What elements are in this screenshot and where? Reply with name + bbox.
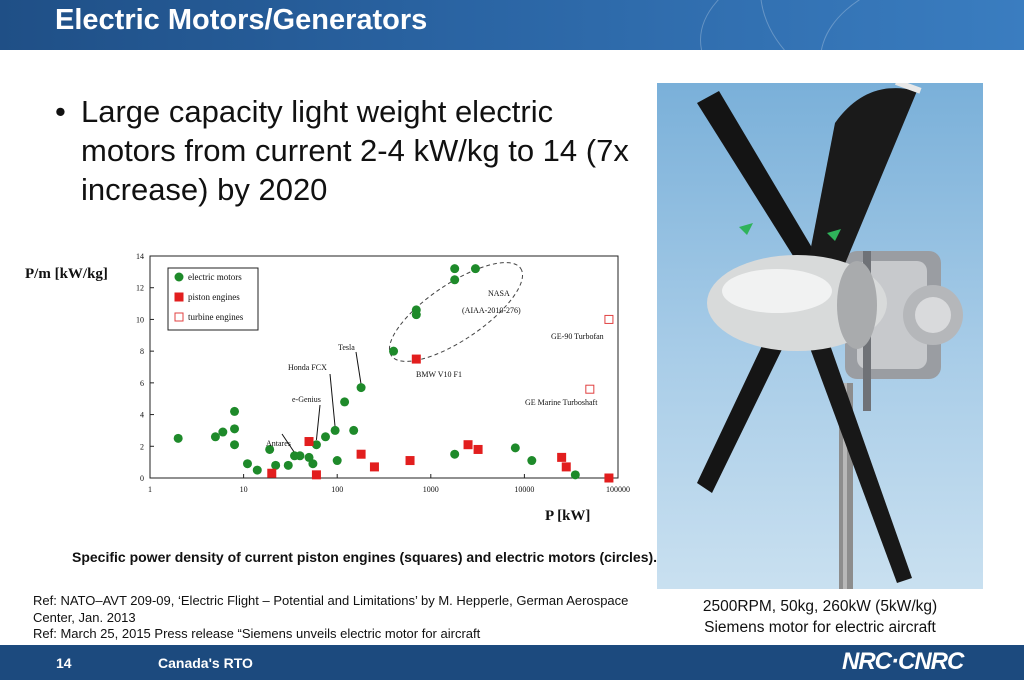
x-tick-label: 100000: [606, 485, 630, 494]
y-tick-label: 14: [136, 252, 144, 261]
annotation-label: NASA: [488, 289, 510, 298]
x-tick-label: 1: [148, 485, 152, 494]
electric-motor-point: [332, 456, 342, 466]
turbine-engine-point: [585, 384, 595, 394]
annotation-label: GE-90 Turbofan: [551, 332, 604, 341]
legend-marker-piston: [174, 292, 184, 302]
electric-motor-point: [252, 465, 262, 475]
piston-engine-point: [267, 468, 277, 478]
electric-motor-point: [510, 443, 520, 453]
x-tick-label: 10: [240, 485, 248, 494]
electric-motor-point: [450, 264, 460, 274]
piston-engine-point: [311, 470, 321, 480]
piston-engine-point: [369, 462, 379, 472]
nrc-cnrc-logo: NRC·CNRC: [842, 648, 964, 675]
piston-engine-point: [356, 449, 366, 459]
annotation-label: e-Genius: [292, 395, 321, 404]
y-tick-label: 6: [140, 379, 144, 388]
electric-motor-point: [321, 432, 331, 442]
electric-motor-point: [230, 406, 240, 416]
legend-label: piston engines: [188, 292, 240, 302]
electric-motor-point: [242, 459, 252, 469]
electric-motor-point: [230, 440, 240, 450]
chart-caption: Specific power density of current piston…: [72, 549, 658, 565]
annotation-label: BMW V10 F1: [416, 370, 462, 379]
electric-motor-point: [349, 425, 359, 435]
annotation-label: Honda FCX: [288, 363, 327, 372]
nasa-ellipse: [388, 262, 524, 362]
legend-label: electric motors: [188, 272, 242, 282]
y-tick-label: 0: [140, 474, 144, 483]
page-number: 14: [56, 655, 72, 671]
y-axis-label: P/m [kW/kg]: [25, 266, 108, 282]
x-axis-label: P [kW]: [545, 508, 590, 524]
x-tick-label: 1000: [423, 485, 439, 494]
electric-motor-point: [450, 449, 460, 459]
annotation-leader: [315, 404, 321, 440]
piston-engine-point: [473, 444, 483, 454]
bullet-point: • Large capacity light weight electric m…: [55, 92, 655, 209]
electric-motor-point: [311, 440, 321, 450]
y-tick-label: 12: [136, 284, 144, 293]
annotation-leader: [281, 433, 295, 453]
electric-motor-point: [411, 305, 421, 315]
annotation-label: Tesla: [338, 343, 355, 352]
slide-header: Electric Motors/Generators: [0, 0, 1024, 50]
electric-motor-point: [295, 451, 305, 461]
y-tick-label: 10: [136, 315, 144, 324]
electric-motor-point: [308, 459, 318, 469]
piston-engine-point: [561, 462, 571, 472]
piston-engine-point: [604, 473, 614, 483]
references: Ref: NATO–AVT 209-09, ‘Electric Flight –…: [33, 593, 653, 643]
electric-motor-point: [218, 427, 228, 437]
y-tick-label: 8: [140, 347, 144, 356]
turbine-engine-point: [604, 314, 614, 324]
piston-engine-point: [304, 437, 314, 447]
electric-motor-point: [265, 444, 275, 454]
x-tick-label: 100: [331, 485, 343, 494]
annotation-label: (AIAA-2010-276): [462, 306, 521, 315]
reference-1: Ref: NATO–AVT 209-09, ‘Electric Flight –…: [33, 593, 629, 625]
electric-motor-point: [470, 264, 480, 274]
piston-engine-point: [411, 354, 421, 364]
annotation-label: Antares: [266, 439, 291, 448]
electric-motor-point: [230, 424, 240, 434]
electric-motor-point: [283, 460, 293, 470]
y-tick-label: 2: [140, 442, 144, 451]
x-tick-label: 10000: [514, 485, 534, 494]
electric-motor-point: [271, 460, 281, 470]
electric-motor-point: [330, 425, 340, 435]
siemens-motor-photo: [657, 83, 983, 589]
electric-motor-point: [570, 470, 580, 480]
chart-svg: 1 10 100 1000 10000 100000 0 2 4 6 8 10 12 14 P/m [kW/…: [25, 252, 630, 524]
y-tick-label: 4: [140, 411, 144, 420]
legend-label: turbine engines: [188, 312, 244, 322]
electric-motor-point: [210, 432, 220, 442]
reference-2: Ref: March 25, 2015 Press release “Sieme…: [33, 626, 481, 641]
annotation-leader: [355, 351, 362, 385]
slide-footer: 14 Canada's RTO NRC·CNRC: [0, 645, 1024, 680]
photo-caption: 2500RPM, 50kg, 260kW (5kW/kg) Siemens mo…: [657, 596, 983, 638]
photo-caption-line-1: 2500RPM, 50kg, 260kW (5kW/kg): [702, 598, 938, 615]
legend-marker-electric: [174, 272, 184, 282]
electric-motor-point: [389, 346, 399, 356]
bullet-dot-icon: •: [55, 94, 66, 129]
slide-title: Electric Motors/Generators: [55, 4, 428, 36]
legend-marker-turbine: [174, 312, 184, 322]
electric-motor-point: [173, 433, 183, 443]
bullet-text: Large capacity light weight electric mot…: [81, 94, 629, 207]
electric-motor-point: [450, 275, 460, 285]
electric-motor-point: [340, 397, 350, 407]
electric-motor-point: [527, 456, 537, 466]
piston-engine-point: [405, 456, 415, 466]
piston-engine-point: [557, 452, 567, 462]
power-density-chart: 1 10 100 1000 10000 100000 0 2 4 6 8 10 12 14 P/m [kW/…: [20, 240, 640, 530]
photo-caption-line-2: Siemens motor for electric aircraft: [704, 619, 936, 636]
piston-engine-point: [463, 440, 473, 450]
electric-motor-point: [356, 383, 366, 393]
annotation-leader: [329, 373, 336, 428]
footer-label: Canada's RTO: [158, 655, 253, 671]
motor-propeller-illustration: [697, 83, 963, 589]
annotation-label: GE Marine Turboshaft: [525, 398, 598, 407]
